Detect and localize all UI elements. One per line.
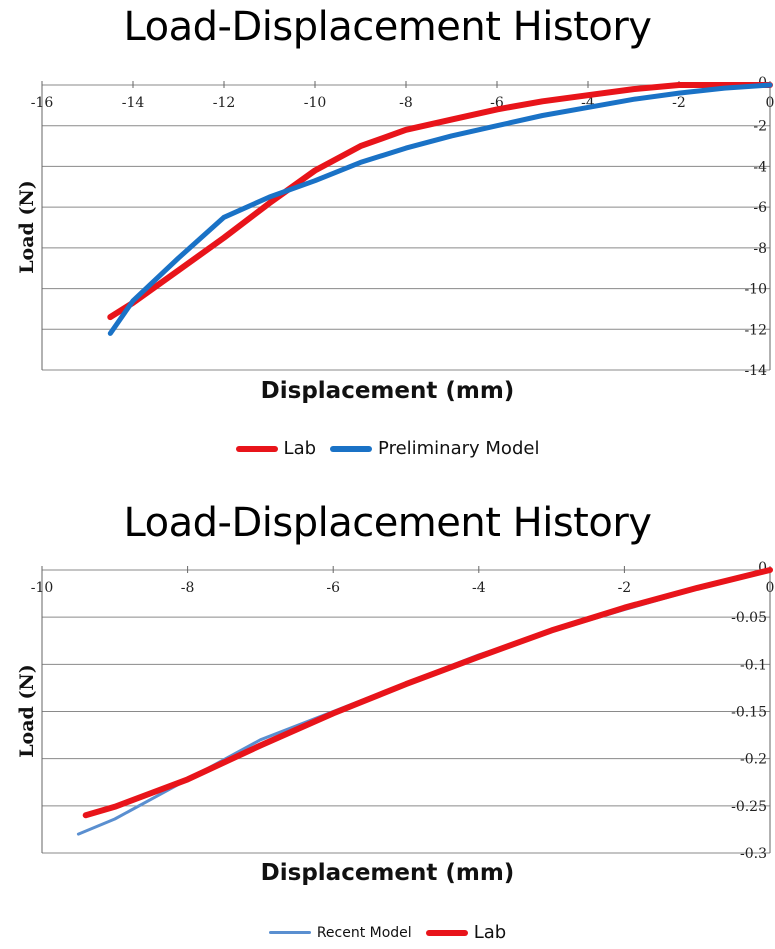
chart-2-plot: 0 -0.05 -0.1 -0.15 -0.2 -0.25 -0.3 -10 -8 -6 -4 -2 0: [31, 560, 775, 862]
x-tick-label: 0: [766, 95, 775, 111]
chart-2-legend: Recent Model Lab: [0, 922, 775, 943]
y-tick-label: -0.2: [740, 752, 767, 768]
legend-swatch-lab: [235, 445, 278, 452]
x-tick-label: -12: [213, 95, 236, 111]
x-tick-label: -16: [31, 95, 54, 111]
y-tick-label: -8: [753, 241, 767, 257]
y-tick-label: -12: [744, 322, 767, 338]
series-line-lab: [82, 567, 773, 819]
y-tick-label: 0: [758, 560, 767, 576]
x-tick-label: -10: [31, 580, 54, 596]
legend-item: Recent Model: [268, 924, 412, 941]
chart-1-plot: 0-2-4-6-8-10-12-14-16 -14 -12 -10 -8 -6 -4 -2 0: [31, 75, 775, 379]
chart-1-legend: Lab Preliminary Model: [0, 438, 775, 459]
x-tick-label: 0: [766, 580, 775, 596]
chart-2-xlabel: Displacement (mm): [260, 860, 515, 886]
series-line-preliminary-model: [107, 82, 773, 336]
legend-item: Lab: [235, 438, 317, 459]
series-line-lab: [107, 82, 773, 321]
y-tick-label: -0.15: [731, 705, 767, 721]
x-tick-label: -10: [304, 95, 327, 111]
x-tick-label: -2: [672, 95, 686, 111]
legend-label-lab: Lab: [283, 438, 317, 459]
y-tick-label: -6: [753, 200, 767, 216]
chart-1-xlabel: Displacement (mm): [260, 378, 515, 404]
y-tick-label: -0.1: [740, 657, 767, 673]
legend-label-recent-model: Recent Model: [316, 924, 412, 941]
x-tick-label: -8: [181, 580, 195, 596]
y-tick-label: -0.05: [731, 610, 767, 626]
series-line-recent-model: [76, 568, 772, 836]
y-tick-label: -10: [744, 282, 767, 298]
legend-swatch-preliminary-model: [330, 445, 373, 452]
legend-swatch-lab: [425, 929, 468, 936]
y-tick-label: -4: [753, 159, 767, 175]
legend-label-preliminary-model: Preliminary Model: [378, 438, 540, 459]
x-tick-label: -6: [326, 580, 340, 596]
y-tick-label: -2: [753, 119, 767, 135]
legend-swatch-recent-model: [268, 931, 311, 934]
x-tick-label: -4: [472, 580, 486, 596]
x-tick-label: -8: [399, 95, 413, 111]
legend-label-lab: Lab: [473, 922, 507, 943]
legend-item: Lab: [425, 922, 507, 943]
chart-2-title: Load-Displacement History: [123, 500, 652, 546]
y-tick-label: -0.3: [740, 846, 767, 862]
legend-item: Preliminary Model: [330, 438, 539, 459]
y-tick-label: -14: [744, 363, 767, 379]
x-tick-label: -14: [122, 95, 145, 111]
x-tick-label: -2: [618, 580, 632, 596]
chart-1-title: Load-Displacement History: [123, 4, 652, 50]
y-tick-label: -0.25: [731, 799, 767, 815]
